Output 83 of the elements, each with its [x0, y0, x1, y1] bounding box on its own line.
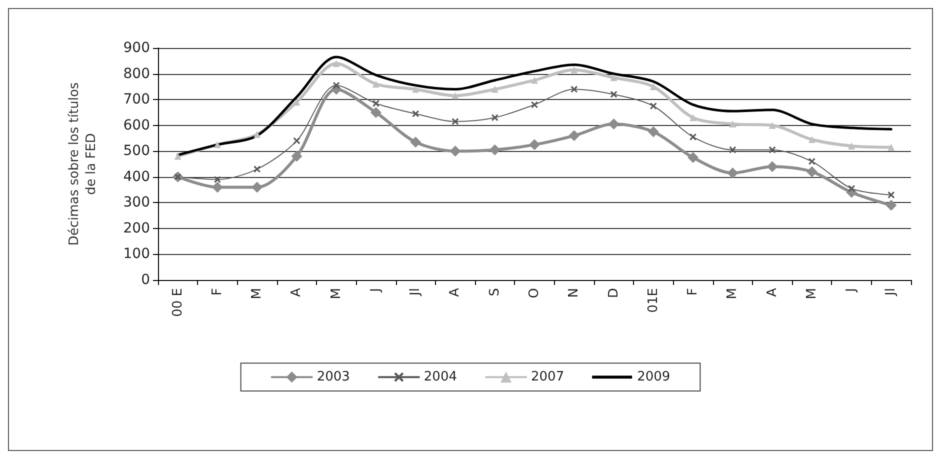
y-axis-title: Décimas sobre los títulos de la FED: [67, 82, 99, 246]
point: [568, 130, 580, 142]
y-tick-label: 800: [123, 66, 150, 82]
point: [491, 86, 498, 93]
point: [650, 102, 657, 110]
x-tick-label: M: [804, 288, 820, 300]
point: [888, 192, 895, 198]
point: [214, 176, 221, 183]
point: [768, 146, 776, 154]
y-tick-label: 300: [123, 194, 150, 211]
y-tick-label: 500: [123, 143, 150, 160]
x-tick-label: 01E: [646, 288, 661, 313]
point: [254, 166, 260, 173]
y-tick-label: 700: [123, 92, 150, 108]
y-tick-label: 600: [123, 117, 150, 134]
legend-label: 2007: [531, 370, 564, 385]
point: [212, 182, 223, 193]
point: [608, 118, 620, 130]
point: [370, 106, 382, 118]
point: [888, 144, 895, 151]
x-tick-label: Jl: [408, 288, 424, 296]
point: [610, 74, 618, 82]
point: [806, 166, 818, 178]
x-tick-label: A: [764, 288, 780, 297]
point: [886, 200, 897, 211]
legend-label: 2009: [637, 370, 670, 385]
point: [174, 152, 182, 160]
point: [848, 185, 855, 192]
point: [531, 76, 538, 84]
x-tick-label: M: [250, 288, 265, 300]
x-tick-label: 00 E: [170, 288, 186, 317]
point: [768, 122, 776, 129]
x-tick-label: F: [686, 288, 701, 296]
y-tick-label: 100: [123, 246, 150, 262]
x-tick-label: J: [844, 288, 860, 293]
point: [688, 152, 699, 164]
point: [650, 83, 657, 90]
legend-label: 2004: [424, 370, 458, 385]
point: [254, 130, 261, 138]
point: [410, 136, 422, 148]
point: [729, 146, 736, 154]
point: [452, 92, 459, 100]
x-tick-label: F: [210, 288, 225, 296]
point: [570, 86, 578, 93]
point: [291, 150, 302, 162]
point: [252, 182, 263, 193]
point: [489, 144, 500, 156]
point: [332, 82, 340, 89]
point: [808, 136, 816, 144]
point: [727, 168, 738, 179]
point: [690, 114, 697, 122]
x-tick-label: S: [487, 288, 502, 296]
legend-label: 2003: [316, 370, 350, 385]
point: [412, 110, 419, 118]
x-tick-label: N: [566, 288, 582, 298]
point: [214, 141, 221, 148]
x-tick-label: Jl: [884, 288, 899, 296]
point: [372, 100, 380, 107]
point: [766, 161, 778, 172]
y-tick-label: 200: [123, 220, 150, 236]
point: [648, 126, 659, 138]
point: [293, 137, 300, 144]
point: [690, 134, 696, 140]
x-tick-label: O: [527, 288, 542, 298]
x-tick-label: M: [328, 288, 344, 300]
point: [412, 86, 420, 93]
x-tick-label: J: [368, 288, 384, 293]
y-tick-label: 400: [123, 168, 150, 185]
x-tick-label: M: [725, 288, 740, 300]
point: [332, 60, 340, 67]
point: [729, 120, 736, 128]
x-tick-label: A: [448, 288, 463, 297]
x-tick-label: A: [289, 288, 304, 297]
point: [491, 114, 498, 121]
point: [570, 66, 578, 74]
y-tick-label: 0: [141, 272, 150, 288]
point: [848, 142, 856, 150]
y-tick-label: 900: [123, 40, 150, 56]
point: [450, 146, 461, 157]
point: [529, 139, 540, 150]
point: [808, 158, 816, 165]
point: [372, 80, 380, 88]
x-tick-label: D: [606, 288, 622, 298]
